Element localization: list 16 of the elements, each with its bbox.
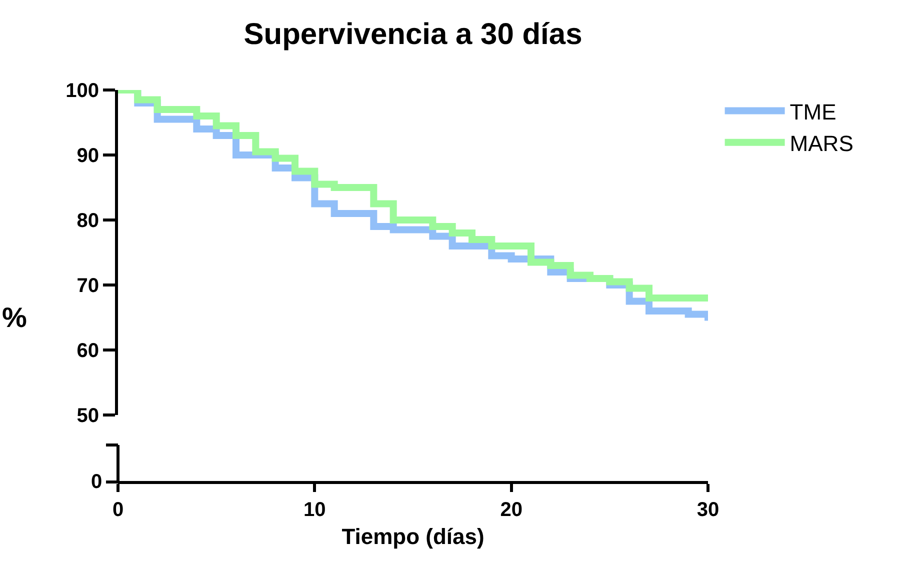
text: 0 [91,471,102,493]
x-tick-label: 20 [500,499,522,521]
y-tick-label: 70 [76,275,99,297]
legend-label: TME [790,99,836,124]
y-axis-title: % [2,302,27,333]
x-tick-label: 30 [696,499,720,521]
legend-label: MARS [790,130,854,156]
y-tick-label: 50 [76,405,99,427]
x-tick-label: 0 [112,499,124,521]
x-axis-title: Tiempo (días) [342,524,484,549]
y-tick-label: 90 [76,145,99,167]
chart-title: Supervivencia a 30 días [244,18,582,51]
y-tick-label: 80 [76,210,99,232]
y-tick-label: 60 [76,340,99,362]
x-tick-label: 10 [304,499,326,521]
y-tick-label: 100 [66,80,99,102]
